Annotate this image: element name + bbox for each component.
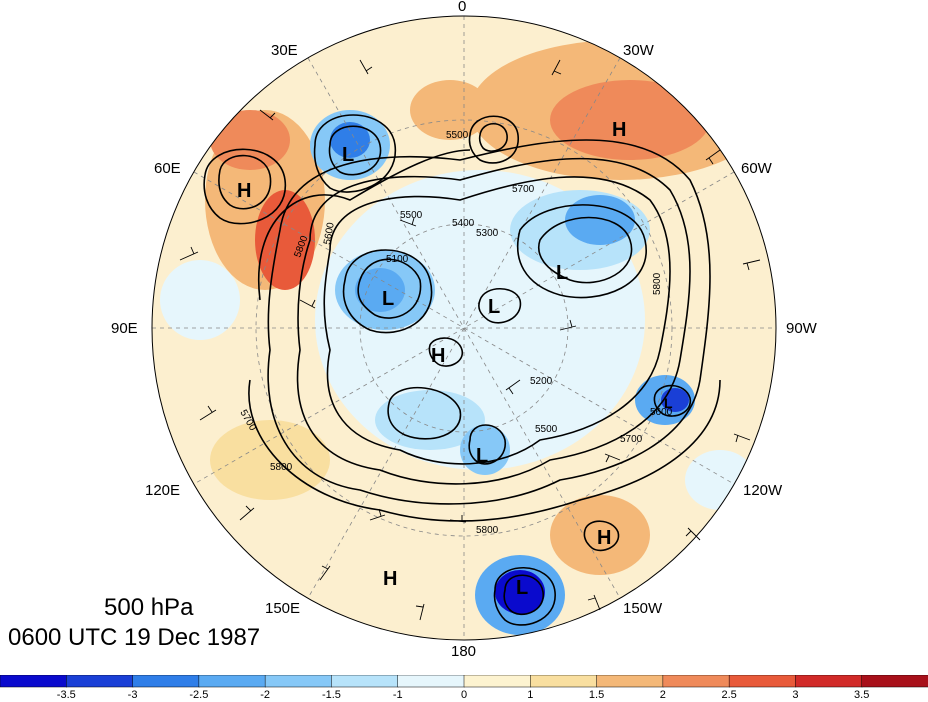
colorbar-swatch [331,675,399,688]
colorbar-swatch [264,675,333,688]
longitude-label: 0 [458,0,467,15]
low-center-label: L [556,262,568,284]
map-border [151,15,777,641]
colorbar-tick-label: 1.5 [588,689,605,701]
time-caption: 0600 UTC 19 Dec 1987 [8,624,261,651]
contour-label: 5500 [446,130,469,141]
colorbar-swatch [132,675,200,688]
polar-map: 5800 5700 5500 5400 5300 5200 5100 5600 … [151,15,777,641]
level-caption: 500 hPa [104,594,194,621]
low-center-label: L [342,144,354,166]
colorbar-tick-label: 3.5 [854,689,870,701]
high-center-label: H [431,345,445,367]
contour-label: 5500 [400,210,423,221]
colorbar-tick-label: 2.5 [721,689,737,701]
contour-label: 5800 [270,462,293,473]
contour-label: 5500 [535,424,558,435]
contour-label: 5600 [322,221,337,245]
colorbar-swatch [596,675,664,688]
colorbar-swatch [397,675,465,688]
contour-label: 5400 [452,218,475,229]
low-center-label: L [488,296,500,318]
longitude-label: 90E [111,320,138,337]
colorbar-swatch [861,675,928,688]
longitude-label: 30E [271,42,298,59]
colorbar-swatch [0,675,68,688]
colorbar-tick-label: 2 [659,689,666,701]
colorbar-swatch [66,675,134,688]
low-center-label: L [476,445,488,467]
high-center-label: H [237,180,251,202]
colorbar-swatch [463,675,532,688]
colorbar-tick-label: -2 [260,689,271,701]
colorbar-tick-label: 0 [460,689,468,701]
colorbar-tick-label: -1 [392,689,403,701]
height-contours [203,114,721,626]
colorbar-swatch [198,675,266,688]
colorbar-swatch [795,675,863,688]
colorbar-swatch [662,675,730,688]
colorbar-swatch [728,675,797,688]
longitude-label: 60W [741,160,772,177]
wind-barbs [179,59,761,621]
high-center-label: H [597,527,611,549]
longitude-label: 180 [451,643,477,660]
high-center-label: H [383,568,397,590]
longitude-label: 150W [623,600,663,617]
longitude-label: 150E [265,600,301,617]
colorbar-tick-label: -2.5 [189,689,209,701]
contour-label: 5300 [476,228,499,239]
contour-label: 5800 [652,272,663,295]
colorbar-tick-label: -1.5 [321,689,341,701]
longitude-label: 90W [786,320,817,337]
contour-label: 5800 [476,525,499,536]
longitude-label: 60E [154,160,181,177]
longitude-label: 120E [145,482,181,499]
colorbar-tick-label: -3 [127,689,138,701]
colorbar-tick-label: 1 [527,689,534,701]
pressure-centers: H H H H H L L L L L L L [237,119,673,599]
low-center-label: L [664,395,673,411]
high-center-label: H [612,119,626,141]
longitude-label: 30W [623,42,654,59]
low-center-label: L [516,577,528,599]
colorbar-tick-label: -3.5 [56,689,76,701]
contour-label: 5700 [512,184,535,195]
contour-label: 5700 [620,434,643,445]
contour-label: 5100 [386,254,409,265]
contour-label: 5600 [650,407,673,418]
low-center-label: L [382,288,394,310]
colorbar-swatch [530,675,598,688]
colorbar [0,675,928,688]
contour-label: 5200 [530,376,553,387]
colorbar-tick-label: 3 [792,689,799,701]
longitude-label: 120W [743,482,783,499]
